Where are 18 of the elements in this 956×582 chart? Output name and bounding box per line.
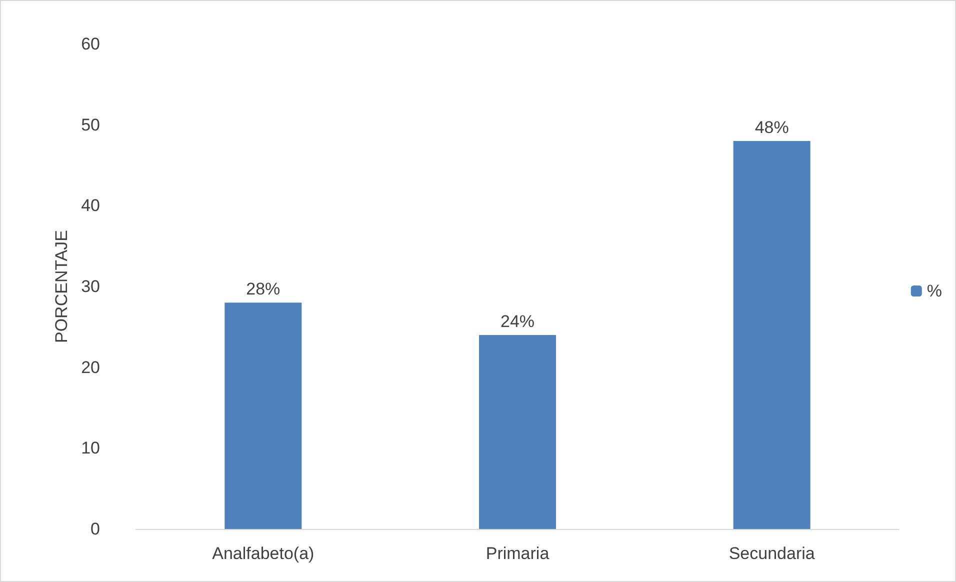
x-tick-label: Secundaria (728, 544, 816, 563)
y-axis-title: PORCENTAJE (52, 230, 72, 344)
bar (733, 141, 810, 529)
y-tick-label: 20 (81, 358, 100, 377)
bar (224, 302, 302, 529)
x-tick-label: Primaria (486, 544, 550, 563)
y-tick-label: 40 (81, 196, 100, 216)
data-label: 28% (246, 280, 280, 299)
y-tick-label: 0 (90, 520, 100, 538)
y-tick-label: 30 (81, 277, 100, 296)
legend-label: % (926, 282, 942, 300)
bar (479, 335, 556, 529)
y-tick-label: 10 (81, 438, 100, 458)
y-tick-label: 60 (81, 34, 100, 54)
y-tick-label: 50 (81, 115, 100, 134)
x-tick-label: Analfabeto(a) (212, 544, 314, 563)
data-label: 24% (500, 312, 535, 331)
data-label: 48% (754, 118, 789, 137)
